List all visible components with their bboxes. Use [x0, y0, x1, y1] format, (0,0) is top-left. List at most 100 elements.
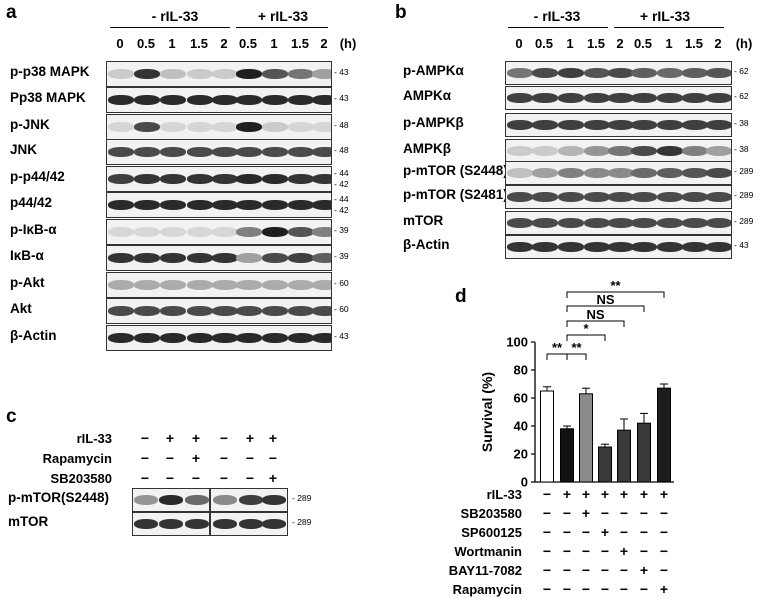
mw-marker: - 44 — [334, 194, 349, 204]
blot-band — [507, 168, 533, 178]
mw-marker: - 43 — [334, 331, 349, 341]
blot-band — [312, 174, 331, 184]
blot-band — [312, 147, 331, 157]
blot-band — [134, 519, 158, 529]
blot-band — [213, 519, 237, 529]
blot-band — [532, 192, 558, 202]
condition-sign: − — [582, 581, 590, 597]
blot-strip — [106, 87, 332, 113]
mw-marker: - 43 — [334, 93, 349, 103]
blot-band — [584, 93, 610, 103]
condition-sign: − — [582, 562, 590, 578]
condition-sign: − — [660, 505, 668, 521]
condition-sign: − — [660, 562, 668, 578]
y-axis-label: Survival (%) — [479, 372, 495, 452]
bar — [637, 422, 651, 483]
blot-strip — [505, 235, 732, 259]
blot-row-label: p-mTOR (S2481) — [403, 187, 508, 202]
mw-marker: - 44 — [334, 168, 349, 178]
mw-marker: - 60 — [334, 278, 349, 288]
blot-band — [108, 69, 134, 79]
blot-band — [134, 495, 158, 505]
timepoint-label: 1 — [270, 36, 278, 51]
blot-band — [288, 333, 314, 343]
blot-band — [262, 280, 288, 290]
bar — [540, 390, 554, 483]
condition-sign: + — [640, 562, 648, 578]
blot-band — [212, 306, 238, 316]
condition-sign: + — [620, 486, 628, 502]
blot-band — [608, 168, 634, 178]
blot-band — [212, 253, 238, 263]
blot-band — [236, 69, 262, 79]
blot-strip — [505, 185, 732, 209]
y-tick-label: 100 — [506, 335, 528, 350]
blot-strip — [106, 298, 332, 324]
blot-band — [212, 69, 238, 79]
blot-row-label: Akt — [10, 301, 32, 316]
blot-band — [584, 146, 610, 156]
blot-band — [160, 200, 186, 210]
blot-band — [657, 242, 683, 252]
condition-label: SB203580 — [50, 471, 112, 486]
blot-band — [160, 95, 186, 105]
mw-marker: - 289 — [292, 493, 312, 503]
condition-sign: − — [543, 581, 551, 597]
blot-band — [185, 495, 209, 505]
condition-sign: − — [543, 486, 551, 502]
condition-sign: − — [563, 543, 571, 559]
mw-marker: - 39 — [334, 225, 349, 235]
blot-band — [532, 242, 558, 252]
blot-band — [706, 120, 731, 130]
blot-band — [631, 68, 657, 78]
blot-band — [185, 519, 209, 529]
condition-sign: − — [543, 543, 551, 559]
blot-band — [262, 253, 288, 263]
condition-sign: − — [660, 543, 668, 559]
blot-band — [108, 306, 134, 316]
condition-sign: − — [191, 470, 201, 486]
mw-marker: - 62 — [734, 66, 749, 76]
condition-sign: − — [620, 505, 628, 521]
significance-label: NS — [586, 307, 604, 322]
condition-label: BAY11-7082 — [449, 563, 522, 578]
blot-band — [288, 122, 314, 132]
blot-row-label: p-p44/42 — [10, 169, 65, 184]
condition-sign: − — [563, 505, 571, 521]
blot-band — [532, 146, 558, 156]
blot-band — [682, 120, 708, 130]
blot-band — [558, 120, 584, 130]
blot-band — [507, 242, 533, 252]
blot-strip — [505, 161, 732, 185]
blot-band — [236, 174, 262, 184]
blot-band — [657, 120, 683, 130]
blot-strip — [505, 139, 732, 163]
significance-bracket — [566, 320, 625, 327]
condition-sign: + — [582, 486, 590, 502]
condition-sign: − — [543, 524, 551, 540]
blot-band — [262, 122, 288, 132]
condition-sign: − — [245, 450, 255, 466]
blot-band — [262, 69, 288, 79]
blot-band — [631, 192, 657, 202]
mw-marker: - 289 — [734, 166, 754, 176]
panel-d-letter: d — [455, 286, 467, 307]
blot-band — [108, 200, 134, 210]
blot-band — [108, 253, 134, 263]
blot-band — [236, 227, 262, 237]
blot-strip — [106, 219, 332, 245]
mw-marker: - 42 — [334, 179, 349, 189]
blot-band — [236, 333, 262, 343]
blot-band — [262, 227, 288, 237]
blot-band — [288, 306, 314, 316]
blot-band — [558, 168, 584, 178]
blot-band — [134, 333, 160, 343]
blot-band — [108, 147, 134, 157]
y-tick-label: 80 — [514, 363, 528, 378]
condition-sign: − — [140, 430, 150, 446]
condition-label: Wortmanin — [454, 544, 522, 559]
y-tick-label: 40 — [514, 419, 528, 434]
timepoint-label: 2 — [616, 36, 624, 51]
condition-sign: − — [543, 505, 551, 521]
blot-band — [558, 218, 584, 228]
